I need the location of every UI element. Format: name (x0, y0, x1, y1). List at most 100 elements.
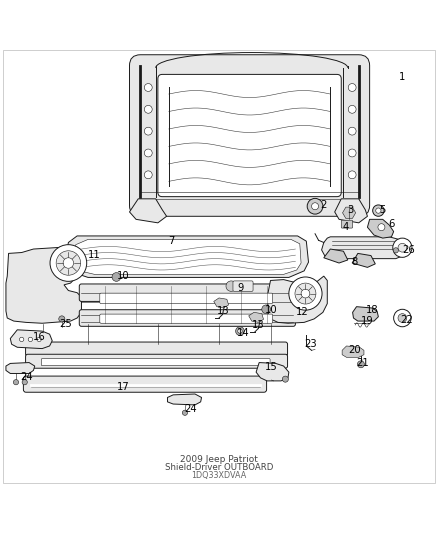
FancyBboxPatch shape (41, 359, 270, 366)
Circle shape (182, 410, 187, 415)
Text: 24: 24 (21, 372, 33, 382)
Circle shape (236, 327, 244, 335)
Polygon shape (367, 220, 394, 238)
Text: 4: 4 (343, 222, 349, 232)
FancyBboxPatch shape (100, 293, 273, 304)
Circle shape (262, 305, 271, 313)
Circle shape (378, 224, 385, 231)
Text: 5: 5 (380, 205, 386, 215)
Text: 17: 17 (117, 382, 129, 392)
Text: 1DQ33XDVAA: 1DQ33XDVAA (191, 471, 247, 480)
Text: 8: 8 (351, 257, 357, 267)
Text: 10: 10 (117, 271, 129, 281)
Circle shape (348, 84, 356, 92)
Circle shape (56, 251, 81, 275)
Text: 11: 11 (88, 250, 101, 260)
Polygon shape (214, 298, 229, 308)
Text: 14: 14 (237, 328, 249, 338)
Polygon shape (343, 207, 356, 219)
Polygon shape (6, 247, 81, 323)
Circle shape (13, 379, 18, 385)
Circle shape (22, 379, 27, 385)
Circle shape (226, 281, 237, 292)
Circle shape (373, 205, 384, 216)
Circle shape (145, 171, 152, 179)
Text: 1: 1 (399, 71, 406, 82)
Circle shape (19, 337, 24, 342)
FancyBboxPatch shape (130, 55, 370, 216)
Text: 3: 3 (347, 205, 353, 215)
Polygon shape (321, 237, 406, 259)
Text: 26: 26 (403, 245, 415, 255)
Text: 19: 19 (361, 316, 374, 326)
Polygon shape (352, 253, 375, 268)
Text: 25: 25 (59, 319, 72, 329)
Circle shape (145, 127, 152, 135)
FancyBboxPatch shape (341, 220, 353, 228)
Circle shape (311, 203, 318, 210)
Circle shape (393, 238, 412, 257)
Text: 9: 9 (238, 284, 244, 293)
FancyBboxPatch shape (100, 314, 273, 323)
Text: 13: 13 (252, 320, 265, 330)
FancyBboxPatch shape (79, 310, 295, 326)
Circle shape (301, 289, 310, 298)
Polygon shape (256, 362, 289, 381)
Circle shape (398, 313, 407, 322)
Circle shape (348, 106, 356, 113)
Polygon shape (11, 330, 52, 349)
Circle shape (238, 329, 242, 333)
Circle shape (393, 248, 399, 253)
Polygon shape (167, 394, 201, 405)
FancyBboxPatch shape (79, 284, 295, 302)
Text: 24: 24 (184, 404, 197, 414)
FancyBboxPatch shape (25, 354, 288, 368)
Circle shape (59, 316, 65, 322)
Polygon shape (249, 312, 264, 322)
Circle shape (376, 208, 381, 213)
Text: 16: 16 (33, 332, 46, 342)
Circle shape (295, 283, 316, 304)
Circle shape (348, 171, 356, 179)
Text: 2009 Jeep Patriot: 2009 Jeep Patriot (180, 455, 258, 464)
Text: 18: 18 (365, 305, 378, 315)
Text: 20: 20 (348, 345, 360, 356)
Polygon shape (130, 199, 166, 223)
Circle shape (50, 245, 87, 281)
Text: 13: 13 (217, 306, 230, 316)
FancyBboxPatch shape (25, 342, 288, 356)
Circle shape (28, 337, 32, 342)
Circle shape (307, 198, 323, 214)
Circle shape (112, 272, 121, 281)
FancyBboxPatch shape (23, 376, 267, 392)
Text: 21: 21 (357, 358, 370, 368)
Text: 12: 12 (296, 308, 308, 317)
Text: Shield-Driver OUTBOARD: Shield-Driver OUTBOARD (165, 463, 273, 472)
Polygon shape (335, 199, 367, 223)
FancyBboxPatch shape (233, 281, 253, 292)
Polygon shape (353, 306, 378, 321)
Circle shape (145, 84, 152, 92)
Text: 2: 2 (321, 200, 327, 211)
Circle shape (145, 149, 152, 157)
FancyBboxPatch shape (158, 75, 341, 197)
Text: 22: 22 (400, 315, 413, 325)
Polygon shape (324, 249, 348, 263)
Circle shape (348, 127, 356, 135)
Circle shape (37, 337, 41, 342)
Text: 6: 6 (388, 219, 395, 229)
Polygon shape (74, 239, 301, 274)
Polygon shape (268, 276, 327, 323)
Circle shape (283, 376, 288, 382)
Circle shape (289, 277, 322, 310)
Text: 7: 7 (168, 236, 174, 246)
Polygon shape (6, 362, 35, 374)
Circle shape (357, 361, 364, 368)
Polygon shape (65, 236, 308, 277)
Circle shape (398, 244, 407, 252)
Text: 23: 23 (304, 339, 317, 349)
Text: 10: 10 (265, 305, 278, 315)
Circle shape (348, 149, 356, 157)
Polygon shape (342, 346, 364, 357)
Circle shape (63, 258, 74, 268)
